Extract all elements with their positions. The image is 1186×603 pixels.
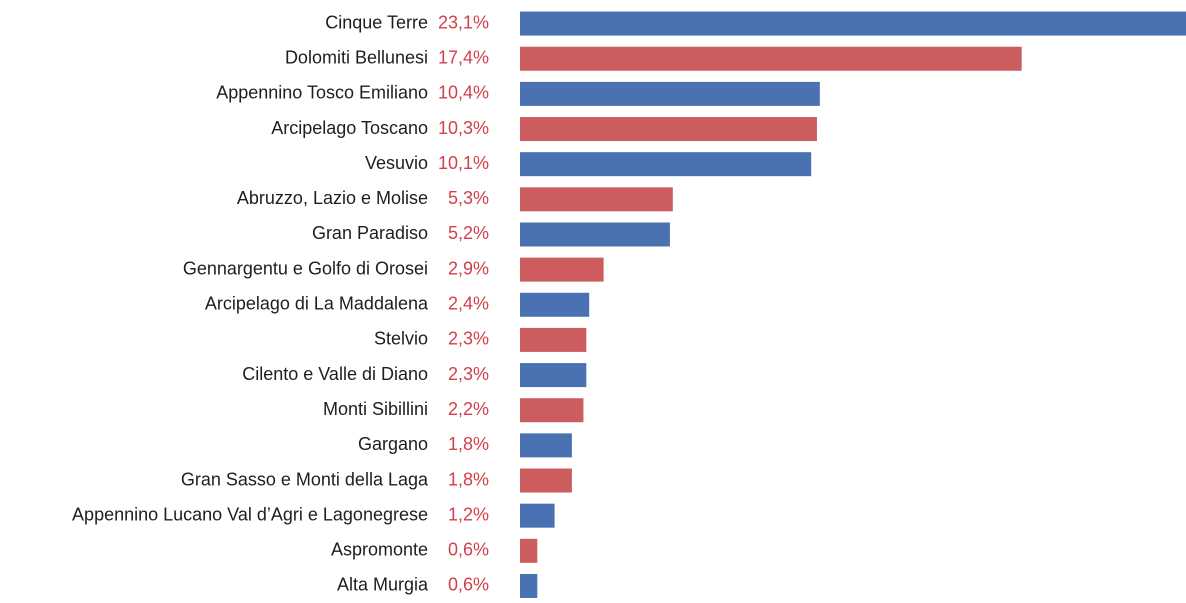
category-label: Arcipelago Toscano bbox=[271, 118, 428, 138]
bar bbox=[520, 46, 1022, 71]
category-label: Stelvio bbox=[374, 329, 428, 349]
value-label: 2,2% bbox=[448, 399, 489, 419]
category-label: Dolomiti Bellunesi bbox=[285, 47, 428, 67]
category-label: Arcipelago di La Maddalena bbox=[205, 294, 429, 314]
value-label: 2,3% bbox=[448, 364, 489, 384]
category-label: Gargano bbox=[358, 434, 428, 454]
value-label: 10,4% bbox=[438, 83, 489, 103]
category-label: Vesuvio bbox=[365, 153, 428, 173]
category-label: Monti Sibillini bbox=[323, 399, 428, 419]
bar bbox=[520, 327, 587, 352]
category-label: Cinque Terre bbox=[325, 12, 428, 32]
value-label: 23,1% bbox=[438, 12, 489, 32]
category-label: Cilento e Valle di Diano bbox=[242, 364, 428, 384]
category-label: Aspromonte bbox=[331, 540, 428, 560]
value-label: 10,3% bbox=[438, 118, 489, 138]
bar bbox=[520, 117, 817, 142]
value-label: 5,3% bbox=[448, 188, 489, 208]
bar bbox=[520, 503, 555, 528]
bar bbox=[520, 11, 1186, 36]
bar bbox=[520, 222, 670, 247]
value-label: 1,8% bbox=[448, 434, 489, 454]
bar bbox=[520, 468, 572, 493]
bar bbox=[520, 398, 584, 423]
category-label: Appennino Lucano Val d’Agri e Lagonegres… bbox=[72, 504, 428, 524]
category-label: Appennino Tosco Emiliano bbox=[216, 83, 428, 103]
value-label: 0,6% bbox=[448, 575, 489, 595]
category-label: Gennargentu e Golfo di Orosei bbox=[183, 258, 428, 278]
category-label: Alta Murgia bbox=[337, 575, 429, 595]
value-label: 10,1% bbox=[438, 153, 489, 173]
bar bbox=[520, 187, 673, 212]
bar bbox=[520, 538, 538, 563]
value-label: 2,9% bbox=[448, 258, 489, 278]
value-label: 2,4% bbox=[448, 294, 489, 314]
category-label: Gran Paradiso bbox=[312, 223, 428, 243]
bar bbox=[520, 433, 572, 458]
value-label: 17,4% bbox=[438, 47, 489, 67]
value-label: 1,2% bbox=[448, 504, 489, 524]
category-label: Gran Sasso e Monti della Laga bbox=[181, 469, 429, 489]
category-label: Abruzzo, Lazio e Molise bbox=[237, 188, 428, 208]
value-label: 5,2% bbox=[448, 223, 489, 243]
bar bbox=[520, 573, 538, 598]
bar bbox=[520, 292, 590, 317]
value-label: 1,8% bbox=[448, 469, 489, 489]
value-label: 2,3% bbox=[448, 329, 489, 349]
bar bbox=[520, 152, 812, 177]
bar bbox=[520, 81, 820, 106]
bar bbox=[520, 257, 604, 282]
bar bbox=[520, 363, 587, 388]
value-label: 0,6% bbox=[448, 540, 489, 560]
